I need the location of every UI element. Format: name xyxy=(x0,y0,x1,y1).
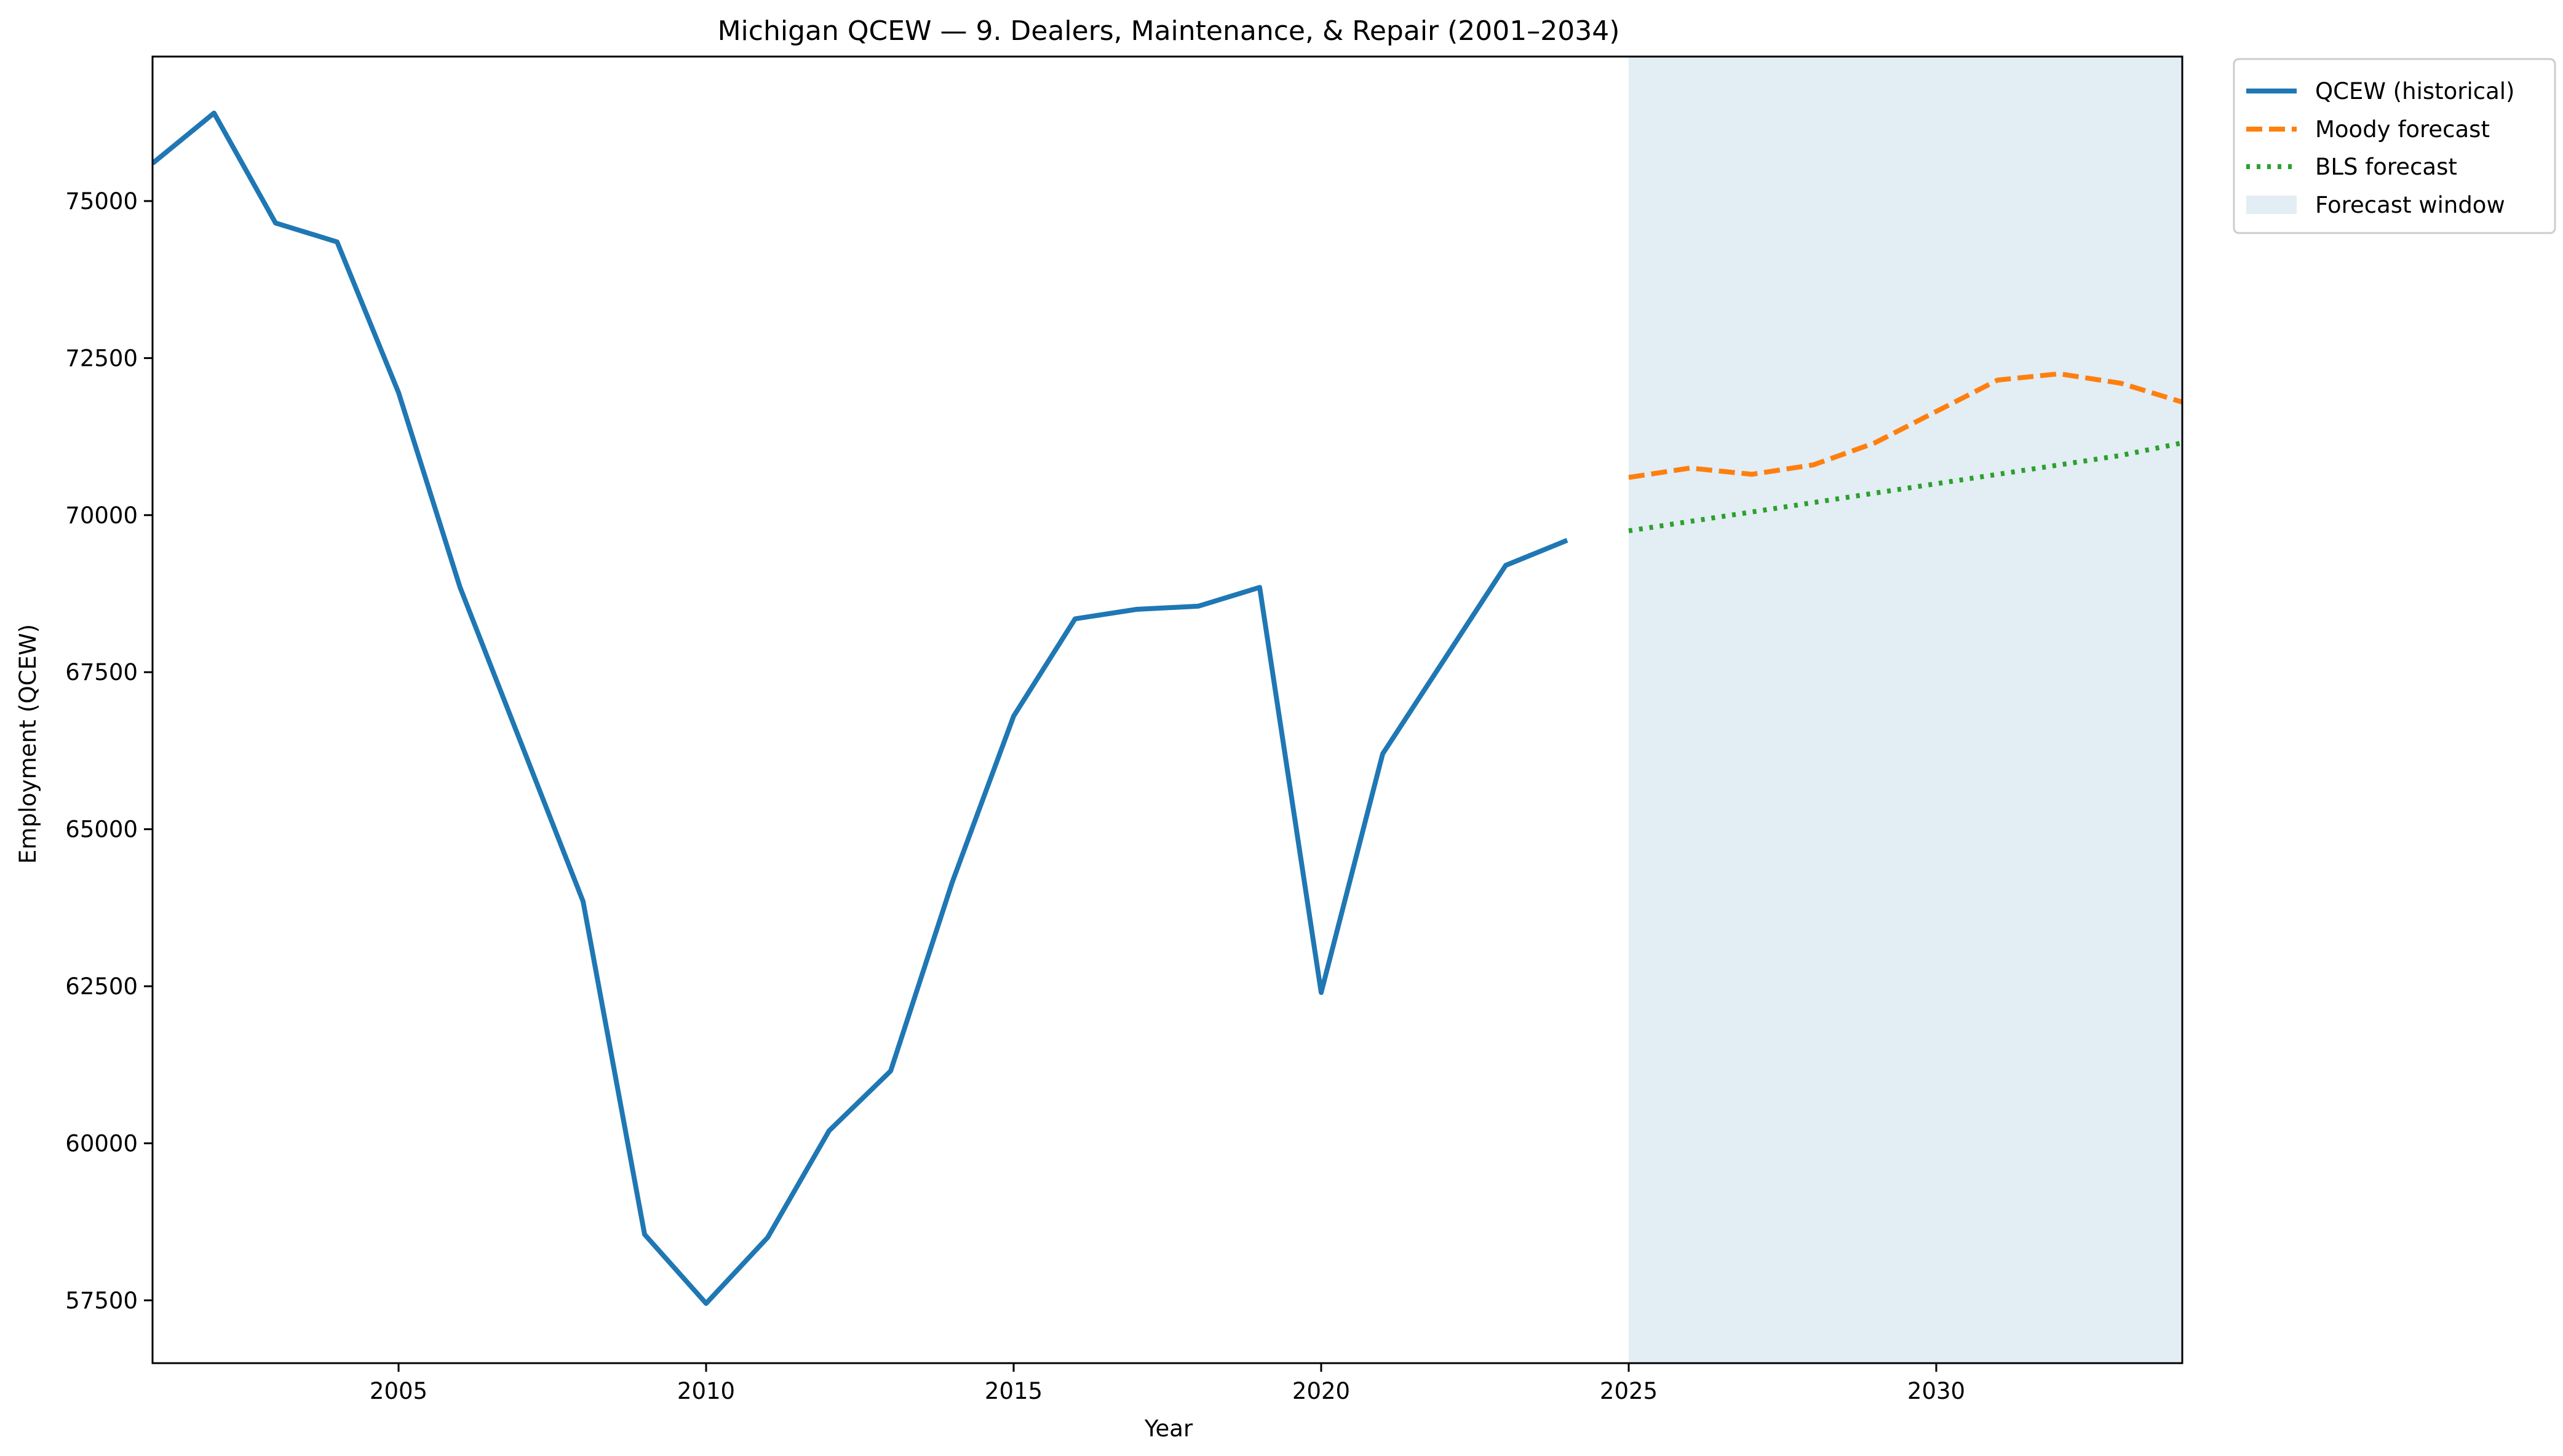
legend-label-forecast-window: Forecast window xyxy=(2315,192,2505,218)
x-axis-title: Year xyxy=(1144,1415,1193,1442)
y-axis: 57500 60000 62500 65000 67500 70000 72500 75000 xyxy=(65,188,153,1314)
y-tick-label: 75000 xyxy=(65,188,138,215)
y-tick-label: 65000 xyxy=(65,817,138,843)
y-tick-label: 70000 xyxy=(65,502,138,529)
legend-label-2: Moody forecast xyxy=(2315,116,2490,143)
legend-swatch-forecast-window xyxy=(2246,196,2297,214)
y-tick-label: 57500 xyxy=(65,1288,138,1314)
y-tick-label: 62500 xyxy=(65,973,138,1000)
y-tick-label: 72500 xyxy=(65,345,138,371)
y-tick-label: 67500 xyxy=(65,659,138,686)
x-tick-label: 2010 xyxy=(677,1378,735,1404)
plot-frame xyxy=(151,55,2184,1364)
x-tick-label: 2005 xyxy=(370,1378,427,1404)
legend: QCEW (historical) Moody forecast BLS forec… xyxy=(2233,58,2556,234)
x-tick-label: 2030 xyxy=(1907,1378,1965,1404)
chart-title: Michigan QCEW — 9. Dealers, Maintenance,… xyxy=(718,15,1620,47)
x-tick-label: 2025 xyxy=(1600,1378,1658,1404)
legend-box xyxy=(2233,58,2556,234)
series-line-2 xyxy=(1628,371,2182,480)
forecast-window-band xyxy=(1629,57,2182,1363)
y-axis-title: Employment (QCEW) xyxy=(15,624,41,864)
x-tick-label: 2015 xyxy=(985,1378,1043,1404)
legend-label-3: BLS forecast xyxy=(2315,154,2457,180)
series-line-1 xyxy=(153,110,1568,1306)
plot-area xyxy=(151,55,2184,1364)
x-axis: 2005 2010 2015 2020 2025 2030 xyxy=(370,1363,1965,1404)
y-tick-label: 60000 xyxy=(65,1130,138,1157)
x-tick-label: 2020 xyxy=(1292,1378,1350,1404)
legend-label-1: QCEW (historical) xyxy=(2315,78,2515,105)
